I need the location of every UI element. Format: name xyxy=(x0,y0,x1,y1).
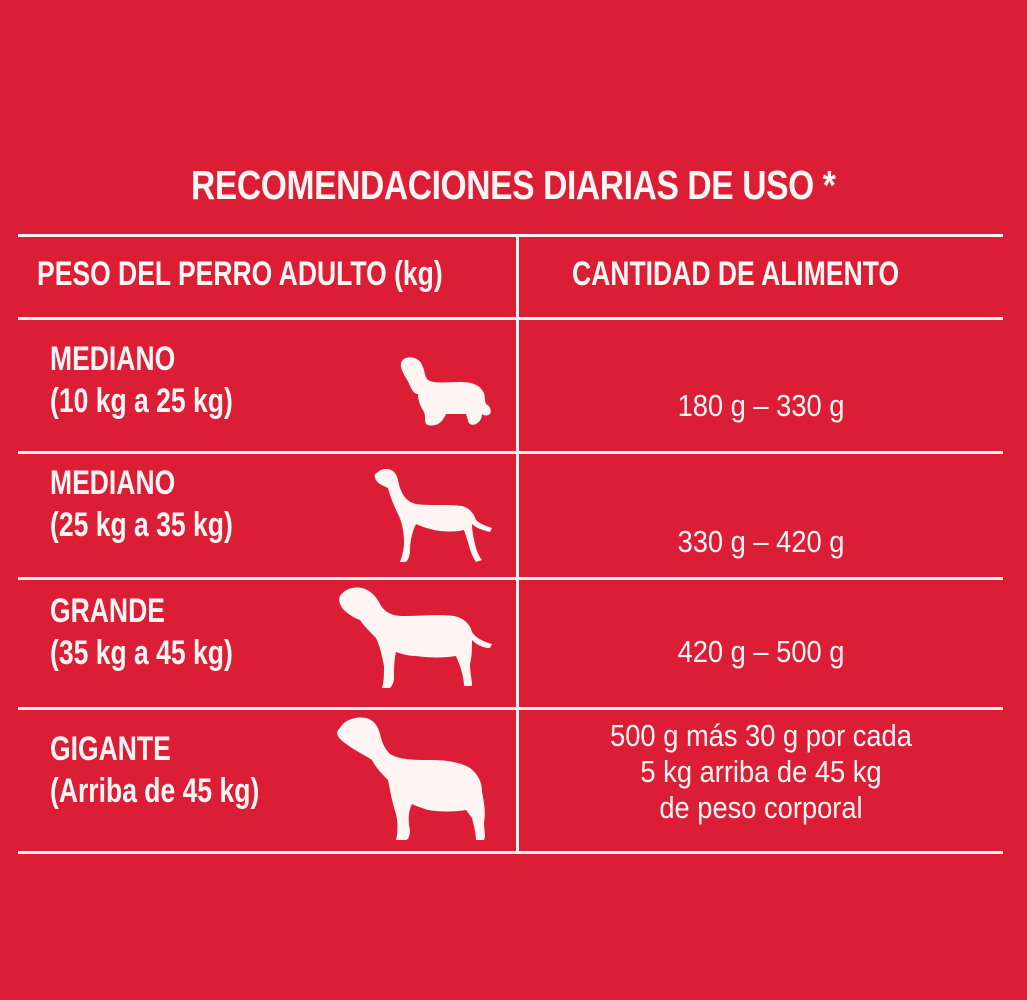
size-category: GIGANTE xyxy=(50,730,171,768)
row-label: MEDIANO (10 kg a 25 kg) xyxy=(50,338,233,422)
food-amount: 330 g – 420 g xyxy=(548,524,974,560)
size-category: MEDIANO xyxy=(50,464,176,502)
row-label: GIGANTE (Arriba de 45 kg) xyxy=(50,728,259,812)
row-label: MEDIANO (25 kg a 35 kg) xyxy=(50,462,233,546)
row-divider xyxy=(18,577,1003,580)
rottweiler-silhouette-icon xyxy=(334,716,496,842)
amount-line: 5 kg arriba de 45 kg xyxy=(640,754,882,789)
food-amount: 500 g más 30 g por cada 5 kg arriba de 4… xyxy=(548,718,974,826)
weight-range: (10 kg a 25 kg) xyxy=(50,382,233,420)
weight-range: (25 kg a 35 kg) xyxy=(50,506,233,544)
size-category: MEDIANO xyxy=(50,340,176,378)
column-header-weight: PESO DEL PERRO ADULTO (kg) xyxy=(37,255,443,293)
amount-line: de peso corporal xyxy=(659,790,863,825)
table-bottom-border xyxy=(18,851,1003,854)
labrador-silhouette-icon xyxy=(336,586,496,690)
amount-line: 420 g – 500 g xyxy=(677,634,845,669)
row-label: GRANDE (35 kg a 45 kg) xyxy=(50,590,233,674)
cocker-spaniel-silhouette-icon xyxy=(398,356,493,428)
column-divider xyxy=(516,235,519,853)
amount-line: 180 g – 330 g xyxy=(677,388,845,423)
row-divider xyxy=(18,451,1003,454)
column-header-amount: CANTIDAD DE ALIMENTO xyxy=(572,255,900,293)
amount-line: 330 g – 420 g xyxy=(677,524,845,559)
food-amount: 180 g – 330 g xyxy=(548,388,974,424)
weight-range: (Arriba de 45 kg) xyxy=(50,772,260,810)
table-top-border xyxy=(18,234,1003,237)
amount-line: 500 g más 30 g por cada xyxy=(610,718,912,753)
row-divider xyxy=(18,707,1003,710)
food-amount: 420 g – 500 g xyxy=(548,634,974,670)
page-title: RECOMENDACIONES DIARIAS DE USO * xyxy=(191,162,836,208)
header-divider xyxy=(18,317,1003,320)
size-category: GRANDE xyxy=(50,592,165,630)
weight-range: (35 kg a 45 kg) xyxy=(50,634,233,672)
pointer-dog-silhouette-icon xyxy=(372,466,494,564)
